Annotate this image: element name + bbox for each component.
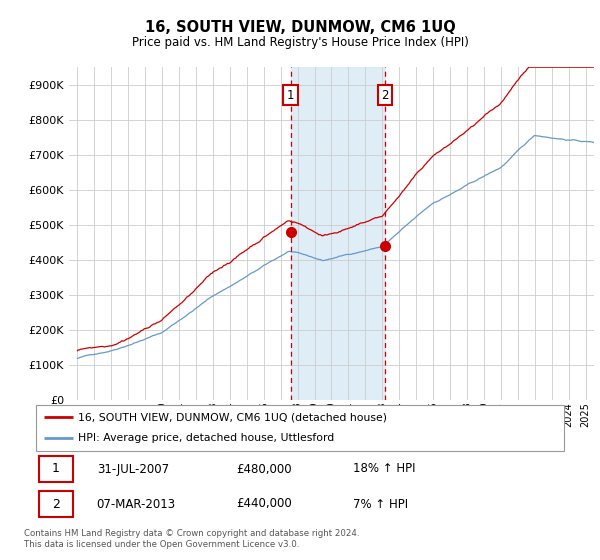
Text: 07-MAR-2013: 07-MAR-2013 bbox=[97, 497, 176, 511]
Text: 2: 2 bbox=[382, 88, 389, 102]
Text: 2: 2 bbox=[52, 497, 60, 511]
Bar bbox=[290, 67, 385, 400]
Text: £480,000: £480,000 bbox=[236, 463, 292, 475]
FancyBboxPatch shape bbox=[38, 456, 73, 482]
FancyBboxPatch shape bbox=[38, 491, 73, 517]
Text: HPI: Average price, detached house, Uttlesford: HPI: Average price, detached house, Uttl… bbox=[78, 433, 334, 444]
Text: 16, SOUTH VIEW, DUNMOW, CM6 1UQ (detached house): 16, SOUTH VIEW, DUNMOW, CM6 1UQ (detache… bbox=[78, 412, 387, 422]
Text: Contains HM Land Registry data © Crown copyright and database right 2024.
This d: Contains HM Land Registry data © Crown c… bbox=[24, 529, 359, 549]
FancyBboxPatch shape bbox=[36, 405, 564, 451]
Text: 1: 1 bbox=[52, 463, 60, 475]
Text: 16, SOUTH VIEW, DUNMOW, CM6 1UQ: 16, SOUTH VIEW, DUNMOW, CM6 1UQ bbox=[145, 20, 455, 35]
Text: Price paid vs. HM Land Registry's House Price Index (HPI): Price paid vs. HM Land Registry's House … bbox=[131, 36, 469, 49]
Text: 7% ↑ HPI: 7% ↑ HPI bbox=[353, 497, 408, 511]
Text: £440,000: £440,000 bbox=[236, 497, 292, 511]
Text: 18% ↑ HPI: 18% ↑ HPI bbox=[353, 463, 415, 475]
Text: 1: 1 bbox=[287, 88, 294, 102]
Text: 31-JUL-2007: 31-JUL-2007 bbox=[97, 463, 169, 475]
